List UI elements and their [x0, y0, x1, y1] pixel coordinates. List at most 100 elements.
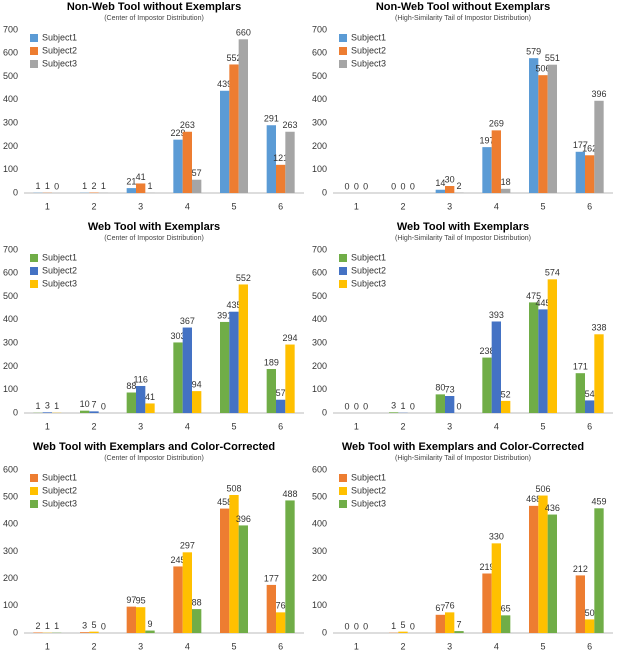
data-label: 303 [170, 331, 185, 341]
x-tick-label: 1 [45, 641, 50, 651]
bar [491, 130, 501, 193]
data-label: 67 [435, 603, 445, 613]
y-tick-label: 100 [312, 384, 327, 394]
bar [594, 334, 604, 413]
y-tick-label: 200 [3, 361, 18, 371]
chart-title: Non-Web Tool without Exemplars [67, 1, 241, 13]
x-tick-label: 3 [447, 421, 452, 431]
legend-swatch [30, 500, 38, 508]
legend-swatch [30, 47, 38, 55]
x-tick-label: 4 [494, 641, 499, 651]
bar [538, 309, 548, 413]
bar [182, 552, 192, 633]
bar [285, 131, 295, 193]
y-tick-label: 100 [3, 384, 18, 394]
data-label: 660 [236, 28, 251, 38]
x-tick-label: 2 [400, 421, 405, 431]
data-label: 121 [273, 153, 288, 163]
y-tick-label: 700 [3, 24, 18, 34]
bar [136, 607, 146, 633]
chart-subtitle: (Center of Impostor Distribution) [104, 235, 204, 242]
data-label: 0 [410, 181, 415, 191]
data-label: 80 [435, 383, 445, 393]
x-tick-label: 4 [185, 421, 190, 431]
y-tick-label: 100 [3, 164, 18, 174]
bar [445, 396, 455, 413]
y-tick-label: 600 [312, 268, 327, 278]
data-label: 9 [147, 619, 152, 629]
bar [491, 321, 501, 413]
chart-subtitle: (High-Similarity Tail of Impostor Distri… [395, 455, 531, 462]
data-label: 445 [535, 298, 550, 308]
bar [182, 131, 192, 193]
data-label: 41 [145, 392, 155, 402]
y-tick-label: 300 [3, 338, 18, 348]
data-label: 97 [126, 595, 136, 605]
data-label: 54 [585, 389, 595, 399]
x-tick-label: 5 [540, 201, 545, 211]
y-tick-label: 500 [312, 71, 327, 81]
bar [182, 327, 192, 413]
x-tick-label: 2 [91, 421, 96, 431]
bar [285, 344, 295, 413]
data-label: 1 [35, 181, 40, 191]
bar [454, 631, 464, 633]
data-label: 488 [282, 489, 297, 499]
data-label: 245 [170, 555, 185, 565]
y-tick-label: 200 [312, 141, 327, 151]
bar [266, 584, 276, 633]
data-label: 367 [180, 316, 195, 326]
bar [276, 399, 286, 413]
bar [389, 412, 399, 413]
data-label: 94 [192, 379, 202, 389]
chart-subtitle: (High-Similarity Tail of Impostor Distri… [395, 15, 531, 22]
chart-panel: Web Tool with Exemplars (High-Similarity … [312, 221, 613, 431]
chart-panel: Web Tool with Exemplars (Center of Impost… [3, 221, 304, 431]
bar [501, 188, 511, 193]
data-label: 21 [126, 176, 136, 186]
y-tick-label: 400 [3, 519, 18, 529]
legend-label: Subject2 [42, 265, 77, 275]
chart-subtitle: (Center of Impostor Distribution) [104, 455, 204, 462]
y-tick-label: 700 [312, 24, 327, 34]
data-label: 73 [445, 384, 455, 394]
bar [529, 505, 539, 633]
data-label: 88 [126, 381, 136, 391]
bar [276, 612, 286, 633]
y-tick-label: 200 [3, 573, 18, 583]
data-label: 0 [344, 181, 349, 191]
y-tick-label: 600 [312, 48, 327, 58]
data-label: 162 [582, 144, 597, 154]
bar [126, 188, 136, 193]
legend-label: Subject2 [351, 45, 386, 55]
data-label: 551 [545, 53, 560, 63]
legend-label: Subject3 [351, 58, 386, 68]
bar [538, 495, 548, 633]
data-label: 95 [136, 596, 146, 606]
data-label: 0 [456, 401, 461, 411]
y-tick-label: 300 [312, 546, 327, 556]
bar [445, 186, 455, 193]
bar [173, 566, 183, 633]
y-tick-label: 400 [312, 314, 327, 324]
data-label: 0 [391, 181, 396, 191]
chart-title: Web Tool with Exemplars [88, 221, 220, 233]
bar [220, 90, 230, 193]
data-label: 552 [226, 53, 241, 63]
data-label: 338 [591, 323, 606, 333]
bar [547, 514, 557, 633]
data-label: 294 [282, 333, 297, 343]
x-tick-label: 6 [587, 201, 592, 211]
x-tick-label: 5 [231, 641, 236, 651]
x-tick-label: 4 [185, 641, 190, 651]
bar [501, 400, 511, 413]
data-label: 57 [192, 168, 202, 178]
x-tick-label: 2 [91, 201, 96, 211]
legend-swatch [339, 254, 347, 262]
x-tick-label: 6 [587, 421, 592, 431]
bar [285, 500, 295, 633]
legend-label: Subject1 [42, 32, 77, 42]
data-label: 1 [400, 401, 405, 411]
data-label: 189 [264, 357, 279, 367]
data-label: 459 [591, 497, 606, 507]
